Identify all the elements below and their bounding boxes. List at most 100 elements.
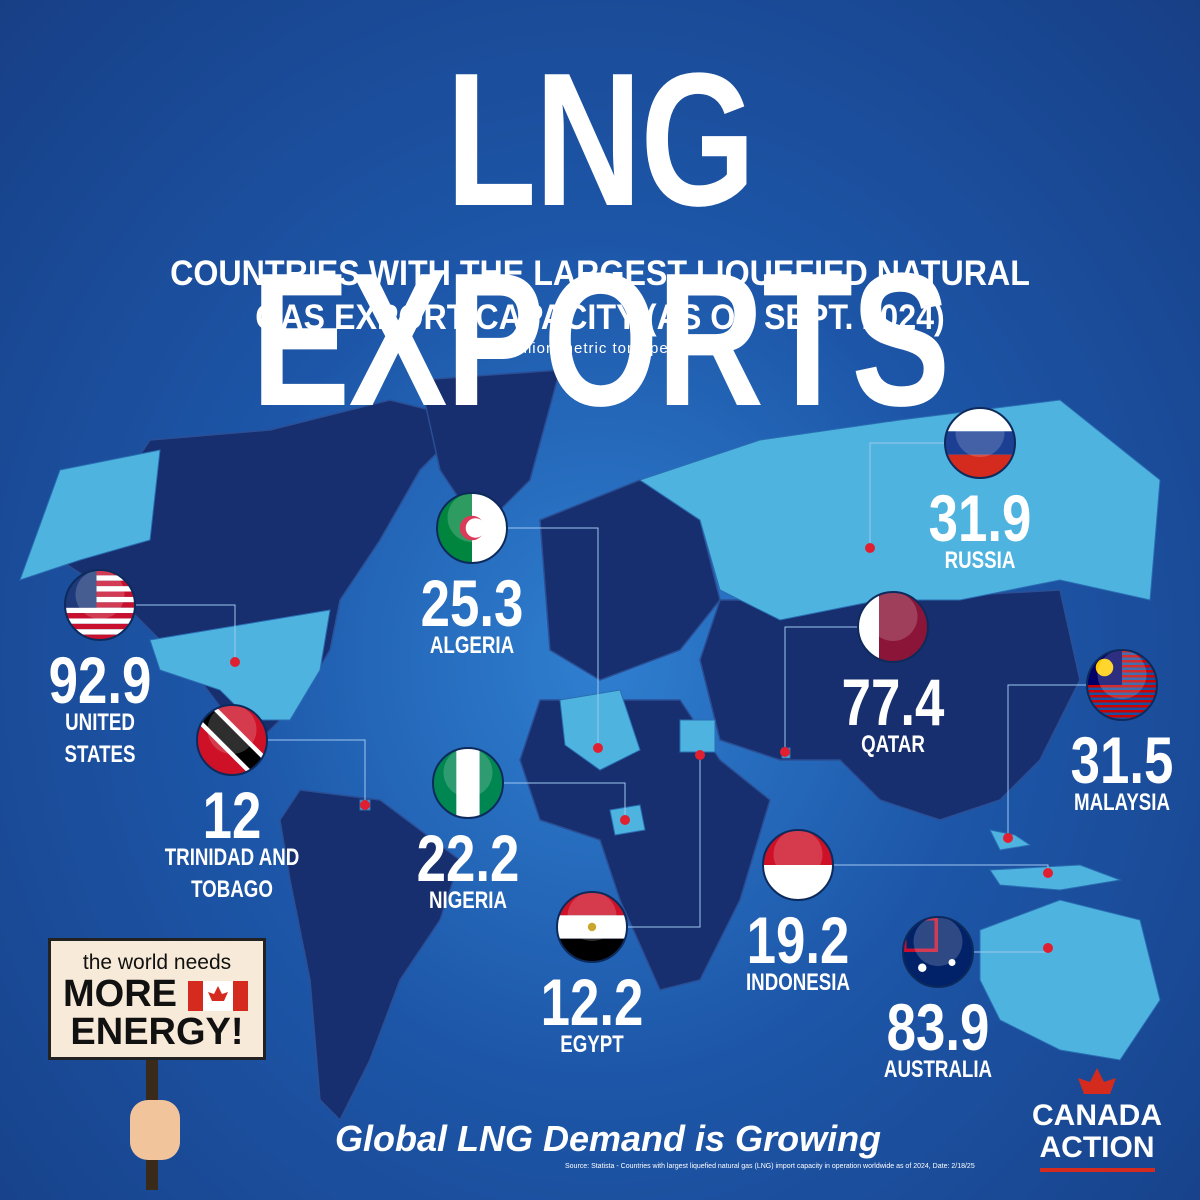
location-dot xyxy=(1043,943,1053,953)
flag-shine xyxy=(955,408,1005,457)
algeria xyxy=(559,689,641,771)
country-name: UNITED STATES xyxy=(64,709,136,768)
flag-shine xyxy=(207,705,257,754)
country-value: 31.5 xyxy=(1070,723,1174,797)
country-name: TRINIDAD AND TOBAGO xyxy=(164,844,300,903)
flag-shine xyxy=(443,748,493,797)
flag-part xyxy=(456,748,480,818)
flag xyxy=(437,493,507,563)
flag-part xyxy=(65,570,135,576)
leader-line xyxy=(267,739,366,805)
location-dot xyxy=(780,747,790,757)
flag-part xyxy=(1087,700,1157,703)
country-name: NIGERIA xyxy=(428,887,507,914)
flag-shine xyxy=(75,570,125,619)
flag-part xyxy=(65,591,135,597)
flag-shine xyxy=(567,892,617,941)
leader-line xyxy=(627,755,701,928)
source: Source: Statista - Countries with larges… xyxy=(565,1163,975,1170)
country-name: ALGERIA xyxy=(429,632,515,659)
logo-underline xyxy=(1040,1168,1155,1172)
flag-part xyxy=(65,623,135,630)
unit: (in million metric tons per year) xyxy=(480,340,720,357)
flag-part xyxy=(945,454,1015,478)
flag-shine xyxy=(913,917,963,966)
alaska xyxy=(19,449,161,581)
logo-text: ACTION xyxy=(1039,1131,1155,1164)
united-states xyxy=(149,609,331,721)
flag-part xyxy=(197,705,267,775)
flag-ring xyxy=(902,916,974,988)
country-value: 22.2 xyxy=(416,821,520,895)
indonesia xyxy=(989,864,1122,891)
subtitle: COUNTRIES WITH THE LARGEST LIQUEFIED NAT… xyxy=(170,254,1030,337)
country-value: 31.9 xyxy=(928,481,1032,555)
flag-ring xyxy=(432,747,504,819)
canada-flag xyxy=(187,980,248,1011)
tagline: Global LNG Demand is Growing xyxy=(335,1118,882,1159)
flag-part xyxy=(65,596,135,603)
leader-line xyxy=(503,782,626,820)
maple-leaf xyxy=(1078,1068,1116,1094)
location-dot xyxy=(1043,868,1053,878)
sign-text: MORE xyxy=(63,973,177,1015)
country-value: 19.2 xyxy=(746,903,850,977)
leader-line xyxy=(1007,684,1087,838)
flag-part xyxy=(1087,690,1157,693)
location-dot xyxy=(1003,833,1013,843)
flag xyxy=(1087,650,1157,718)
south-america xyxy=(279,789,461,1122)
flag-shine xyxy=(868,592,918,641)
flag-shine xyxy=(773,830,823,879)
country-name: EGYPT xyxy=(560,1031,624,1058)
greenland xyxy=(419,369,562,532)
flag-part xyxy=(65,580,135,587)
flag xyxy=(557,892,627,962)
flag-part xyxy=(918,963,927,972)
flag-part xyxy=(1087,710,1157,713)
egypt xyxy=(679,719,716,753)
location-dot xyxy=(360,800,370,810)
logo-text: CANADA xyxy=(1032,1099,1162,1132)
flag-part xyxy=(557,938,627,962)
sign-line: ENERGY! xyxy=(70,1011,244,1053)
country-value: 77.4 xyxy=(841,665,945,739)
country-value: 92.9 xyxy=(48,643,152,717)
country-value: 12 xyxy=(202,778,262,852)
leader-line xyxy=(507,527,599,748)
country-value: 25.3 xyxy=(420,566,524,640)
flag-ring xyxy=(762,829,834,901)
flag-part xyxy=(587,922,597,932)
country-name: INDONESIA xyxy=(745,969,851,996)
title: LNG EXPORTS xyxy=(251,34,950,446)
country-name: RUSSIA xyxy=(944,547,1016,574)
flag-part xyxy=(1087,695,1157,698)
flag-part xyxy=(433,748,457,818)
logo: CANADA ACTION xyxy=(1022,1100,1172,1164)
flag-ring xyxy=(944,407,1016,479)
sign-line: the world needs xyxy=(82,951,232,974)
flag xyxy=(903,917,973,987)
flag-part xyxy=(65,618,135,624)
flag-ring xyxy=(436,492,508,564)
location-dot xyxy=(695,750,705,760)
russia xyxy=(638,399,1161,621)
flag-part xyxy=(557,892,627,916)
location-dot xyxy=(620,815,630,825)
flag-ring xyxy=(556,891,628,963)
country-name: AUSTRALIA xyxy=(883,1056,993,1083)
flag-part xyxy=(479,748,503,818)
flag-shine xyxy=(447,493,497,542)
flag-shine xyxy=(1097,650,1147,699)
flag xyxy=(65,570,135,640)
country-value: 12.2 xyxy=(540,965,644,1039)
flag-part xyxy=(65,634,135,640)
flag-part xyxy=(1095,658,1114,677)
sign-line: MORE xyxy=(51,975,263,1013)
flag-part xyxy=(65,602,135,608)
australia xyxy=(979,899,1161,1061)
flag xyxy=(197,705,267,775)
flag-ring xyxy=(196,704,268,776)
